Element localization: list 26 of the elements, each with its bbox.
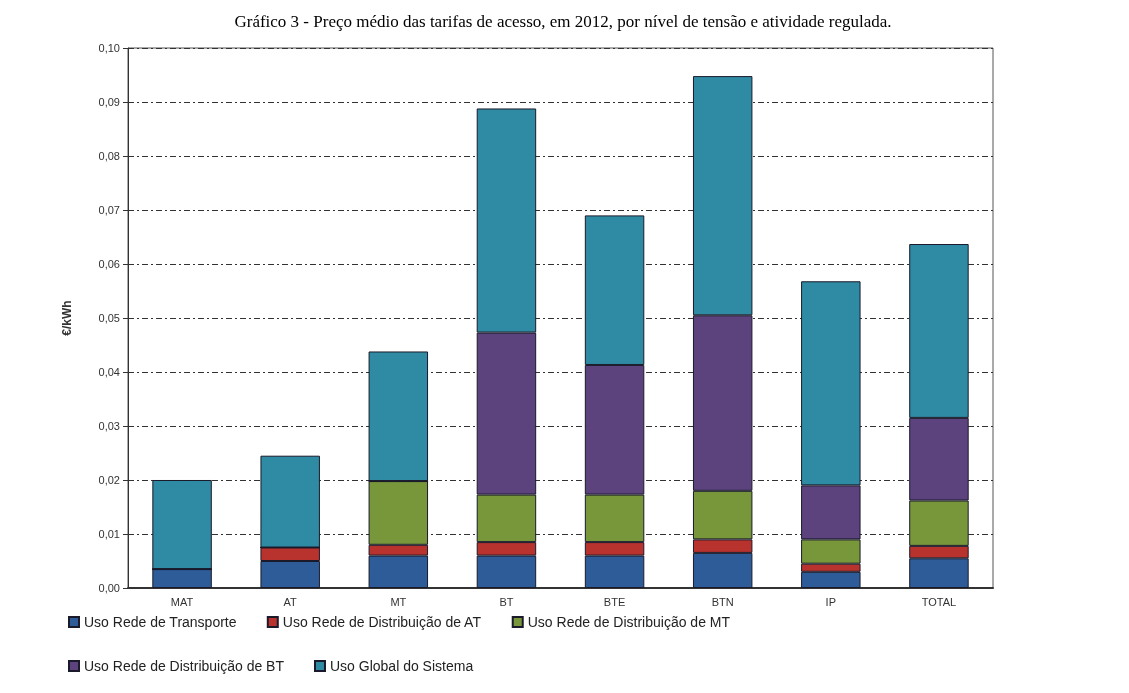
- y-tick-label: 0,06: [98, 258, 120, 270]
- legend-label: Uso Rede de Distribuição de MT: [527, 614, 731, 630]
- legend-label: Uso Rede de Distribuição de AT: [282, 614, 482, 630]
- y-tick-label: 0,04: [98, 366, 120, 378]
- legend-label: Uso Rede de Distribuição de BT: [84, 658, 285, 674]
- x-tick-label: TOTAL: [921, 595, 957, 608]
- legend-label: Uso Global do Sistema: [329, 658, 474, 674]
- x-tick-label: BTE: [603, 595, 626, 608]
- y-axis-title: €/kWh: [60, 300, 74, 336]
- y-tick-label: 0,10: [98, 42, 120, 54]
- chart-title: Gráfico 3 - Preço médio das tarifas de acesso, em 2012, por nível de tensão e atividade regulada.: [234, 12, 892, 31]
- y-tick-label: 0,01: [98, 528, 120, 540]
- x-tick-label: BT: [499, 595, 514, 608]
- y-tick-label: 0,03: [98, 420, 120, 432]
- y-tick-label: 0,07: [98, 204, 120, 216]
- y-tick-label: 0,08: [98, 150, 120, 162]
- x-tick-label: MAT: [170, 595, 194, 608]
- y-tick-label: 0,09: [98, 96, 120, 108]
- y-tick-label: 0,00: [98, 582, 120, 594]
- y-tick-label: 0,05: [98, 312, 120, 324]
- y-tick-label: 0,02: [98, 474, 120, 486]
- legend-label: Uso Rede de Transporte: [84, 614, 237, 630]
- x-tick-label: MT: [390, 595, 407, 608]
- x-tick-label: BTN: [711, 595, 734, 608]
- x-tick-label: IP: [825, 595, 837, 608]
- x-tick-label: AT: [283, 595, 298, 608]
